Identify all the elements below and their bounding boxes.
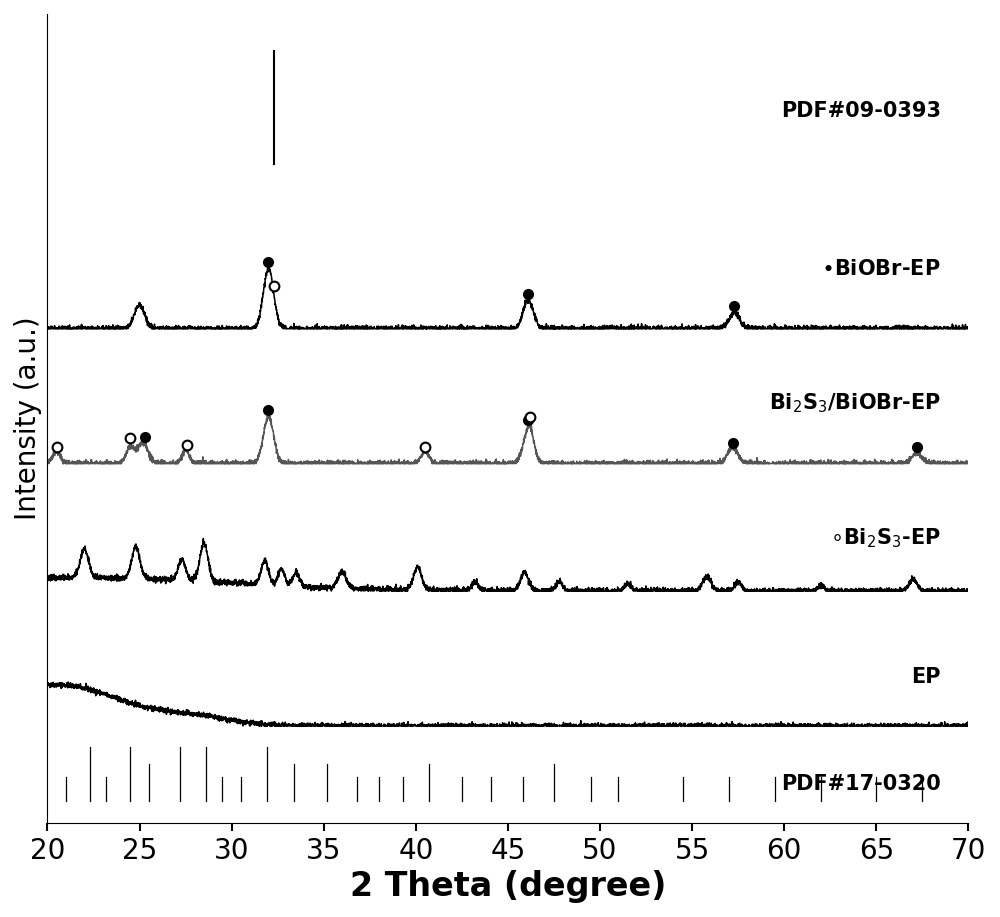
Text: $\bullet$BiOBr-EP: $\bullet$BiOBr-EP: [821, 259, 941, 279]
Text: PDF#17-0320: PDF#17-0320: [781, 774, 941, 794]
Text: Bi$_2$S$_3$/BiOBr-EP: Bi$_2$S$_3$/BiOBr-EP: [769, 392, 941, 415]
Text: EP: EP: [911, 668, 941, 687]
X-axis label: 2 Theta (degree): 2 Theta (degree): [350, 870, 666, 903]
Y-axis label: Intensity (a.u.): Intensity (a.u.): [14, 316, 42, 521]
Text: PDF#09-0393: PDF#09-0393: [781, 101, 941, 121]
Text: $\circ$Bi$_2$S$_3$-EP: $\circ$Bi$_2$S$_3$-EP: [830, 526, 941, 550]
